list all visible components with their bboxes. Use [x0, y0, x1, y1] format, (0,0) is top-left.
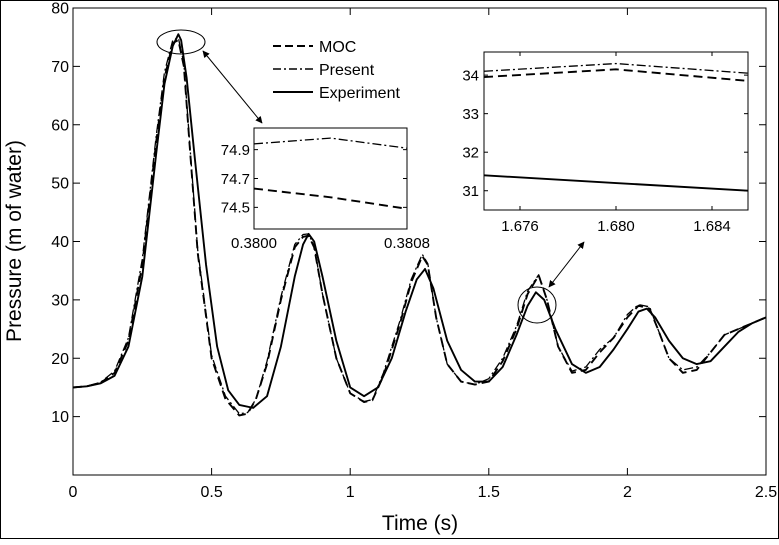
series-line-experiment: [72, 33, 767, 409]
x-tick-label: 1.680: [597, 218, 635, 235]
x-tick-label: 1.5: [478, 484, 500, 501]
x-axis-label: Time (s): [382, 512, 458, 535]
y-tick-label: 74.5: [221, 200, 250, 217]
main-series-group: [72, 33, 767, 417]
inset-fourth-peak-ticks: 1.676 1.680 1.684 31 32 33 34: [462, 52, 748, 235]
x-tick-label: 0.5: [200, 484, 222, 501]
x-tick-label: 0.3808: [384, 235, 430, 252]
series-line-experiment: [483, 174, 749, 192]
inset-peak-ticks: 0.3800 0.3808 74.5 74.7 74.9: [221, 128, 430, 252]
x-tick-label: 1: [346, 484, 355, 501]
zoom-ellipse-fourth-peak: [517, 286, 557, 324]
x-tick-label: 2: [623, 484, 632, 501]
x-tick-label: 2.5: [755, 484, 777, 501]
series-line-moc: [72, 39, 767, 417]
series-line-present: [483, 62, 749, 74]
main-axis-ticks: 0 0.5 1 1.5 2 2.5 10 20 30 40 50 60 70 80: [51, 1, 777, 501]
x-tick-label: 1.676: [501, 218, 539, 235]
y-tick-label: 31: [462, 183, 479, 200]
y-tick-label: 32: [462, 144, 479, 161]
y-tick-label: 80: [51, 1, 69, 18]
inset-peak-frame: [253, 127, 408, 230]
series-line-present: [253, 137, 408, 149]
y-tick-label: 40: [51, 234, 69, 251]
inset-fourth-peak-series: [483, 62, 749, 192]
zoom-ellipse-peak: [156, 29, 206, 55]
y-tick-label: 70: [51, 59, 69, 76]
y-tick-label: 50: [51, 176, 69, 193]
legend-label-experiment: Experiment: [319, 85, 400, 102]
legend-label-present: Present: [319, 62, 375, 79]
y-tick-label: 20: [51, 351, 69, 368]
y-tick-label: 10: [51, 409, 69, 426]
x-tick-label: 0.3800: [231, 235, 277, 252]
y-tick-label: 74.7: [221, 171, 250, 188]
zoom-arrow-peak: [202, 50, 263, 124]
legend-label-moc: MOC: [319, 39, 356, 56]
y-tick-label: 60: [51, 117, 69, 134]
series-line-moc: [483, 68, 749, 82]
inset-fourth-peak-frame: [483, 51, 749, 211]
y-axis-label: Pressure (m of water): [3, 140, 26, 342]
inset-peak-series: [253, 137, 408, 210]
y-tick-label: 30: [51, 292, 69, 309]
x-tick-label: 1.684: [693, 218, 731, 235]
legend: MOC Present Experiment: [273, 39, 400, 102]
x-tick-label: 0: [69, 484, 78, 501]
y-tick-label: 34: [462, 67, 479, 84]
y-tick-label: 33: [462, 106, 479, 123]
series-line-moc: [253, 187, 408, 210]
y-tick-label: 74.9: [221, 142, 250, 159]
zoom-arrow-fourth-peak: [548, 241, 585, 288]
